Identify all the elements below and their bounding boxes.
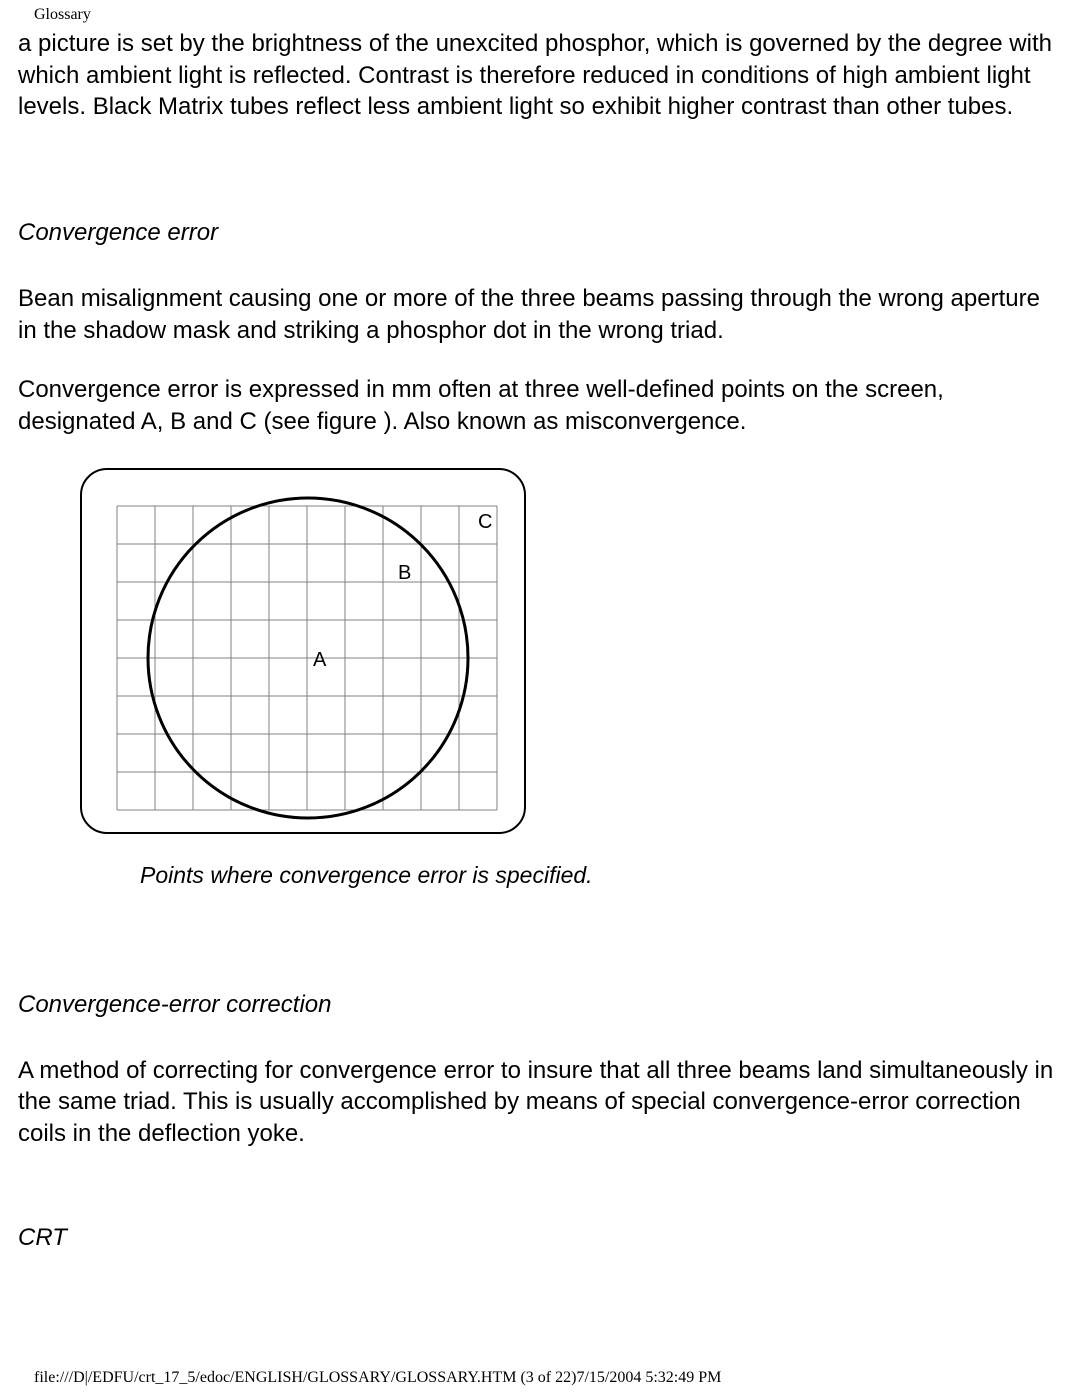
convergence-diagram-svg: A B C bbox=[78, 466, 528, 836]
svg-text:B: B bbox=[398, 562, 411, 584]
page-header-title: Glossary bbox=[0, 0, 1080, 28]
convergence-error-para2: Convergence error is expressed in mm oft… bbox=[18, 374, 1062, 437]
section-heading-crt: CRT bbox=[0, 1224, 1080, 1252]
convergence-correction-para1: A method of correcting for convergence e… bbox=[18, 1055, 1062, 1150]
page-footer-path: file:///D|/EDFU/crt_17_5/edoc/ENGLISH/GL… bbox=[34, 1369, 721, 1387]
section-heading-convergence-error: Convergence error bbox=[0, 219, 1080, 247]
figure-caption: Points where convergence error is specif… bbox=[0, 862, 1080, 889]
intro-paragraph: a picture is set by the brightness of th… bbox=[18, 28, 1062, 123]
convergence-error-para1: Bean misalignment causing one or more of… bbox=[18, 283, 1062, 346]
svg-text:A: A bbox=[313, 649, 327, 671]
convergence-figure: A B C bbox=[0, 466, 1080, 836]
section-heading-convergence-correction: Convergence-error correction bbox=[0, 991, 1080, 1019]
svg-text:C: C bbox=[478, 511, 492, 533]
